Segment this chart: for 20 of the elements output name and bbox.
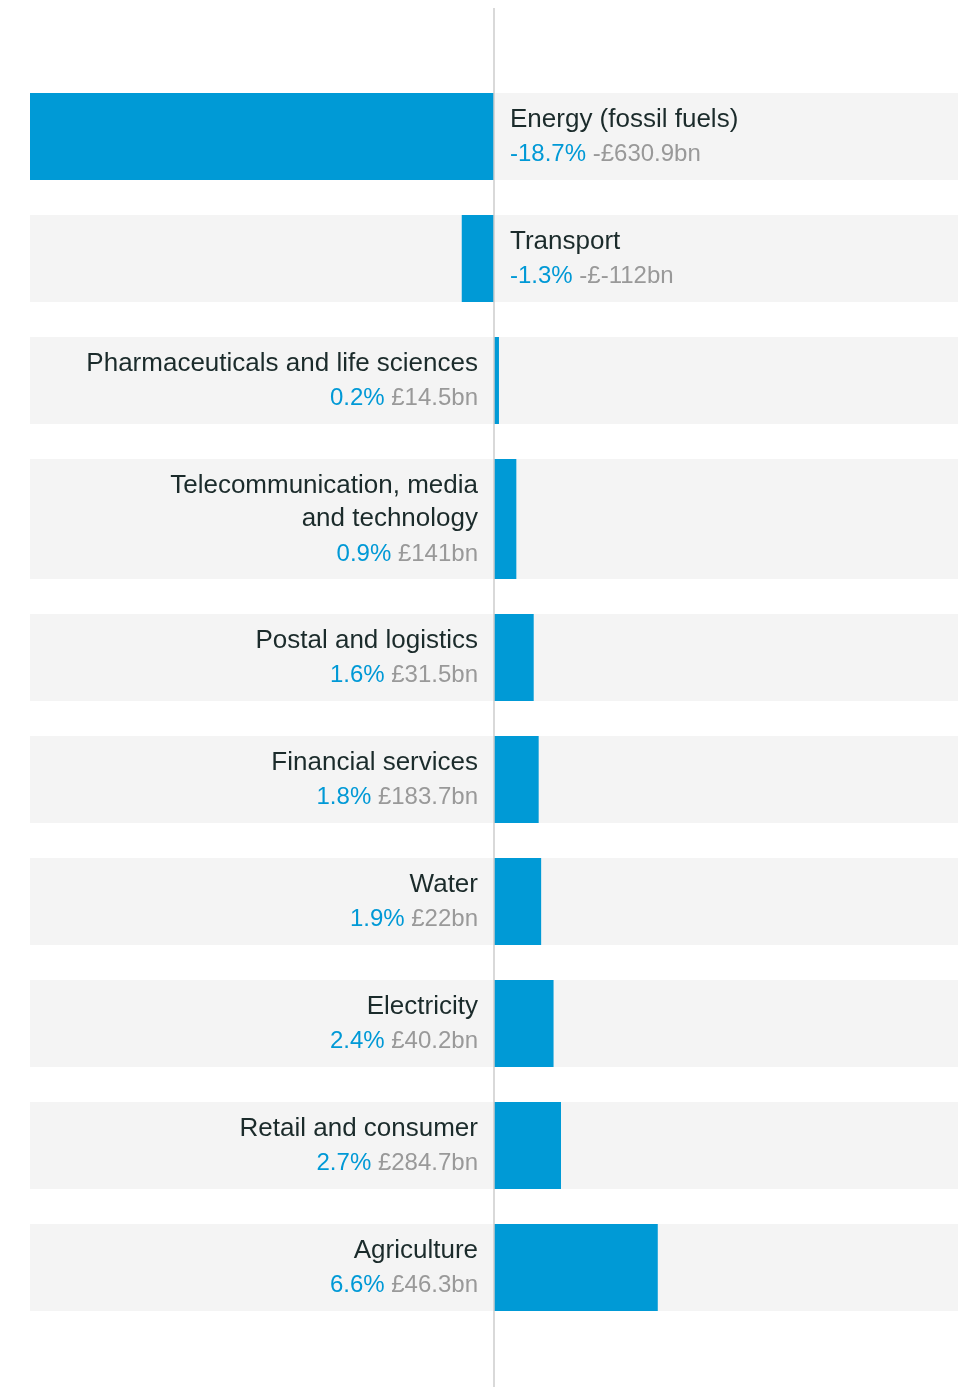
y-tick-label: Water [409,868,479,898]
y-tick-label: Retail and consumer [239,1112,479,1142]
y-tick-label: Transport [510,225,622,255]
data-label: 1.6% £31.5bn [329,660,478,687]
y-tick-label: Electricity [366,990,478,1020]
data-label: 0.9% £141bn [336,539,478,566]
data-label: 2.4% £40.2bn [329,1026,478,1053]
data-label: -1.3% -£-112bn [510,261,674,288]
y-tick-label: Energy (fossil fuels) [510,103,739,133]
data-label: 0.2% £14.5bn [329,383,478,410]
y-tick-label: Agriculture [353,1234,478,1264]
y-tick-label: Telecommunication, media and technology [170,469,479,532]
data-label: 1.8% £183.7bn [316,782,478,809]
data-label: 6.6% £46.3bn [329,1270,478,1297]
y-tick-label: Pharmaceuticals and life sciences [86,347,478,377]
y-tick-label: Postal and logistics [255,624,478,654]
y-tick-label: Financial services [271,746,478,776]
data-label: 1.9% £22bn [349,904,478,931]
data-label: 2.7% £284.7bn [316,1148,478,1175]
data-label: -18.7% -£630.9bn [510,139,701,166]
